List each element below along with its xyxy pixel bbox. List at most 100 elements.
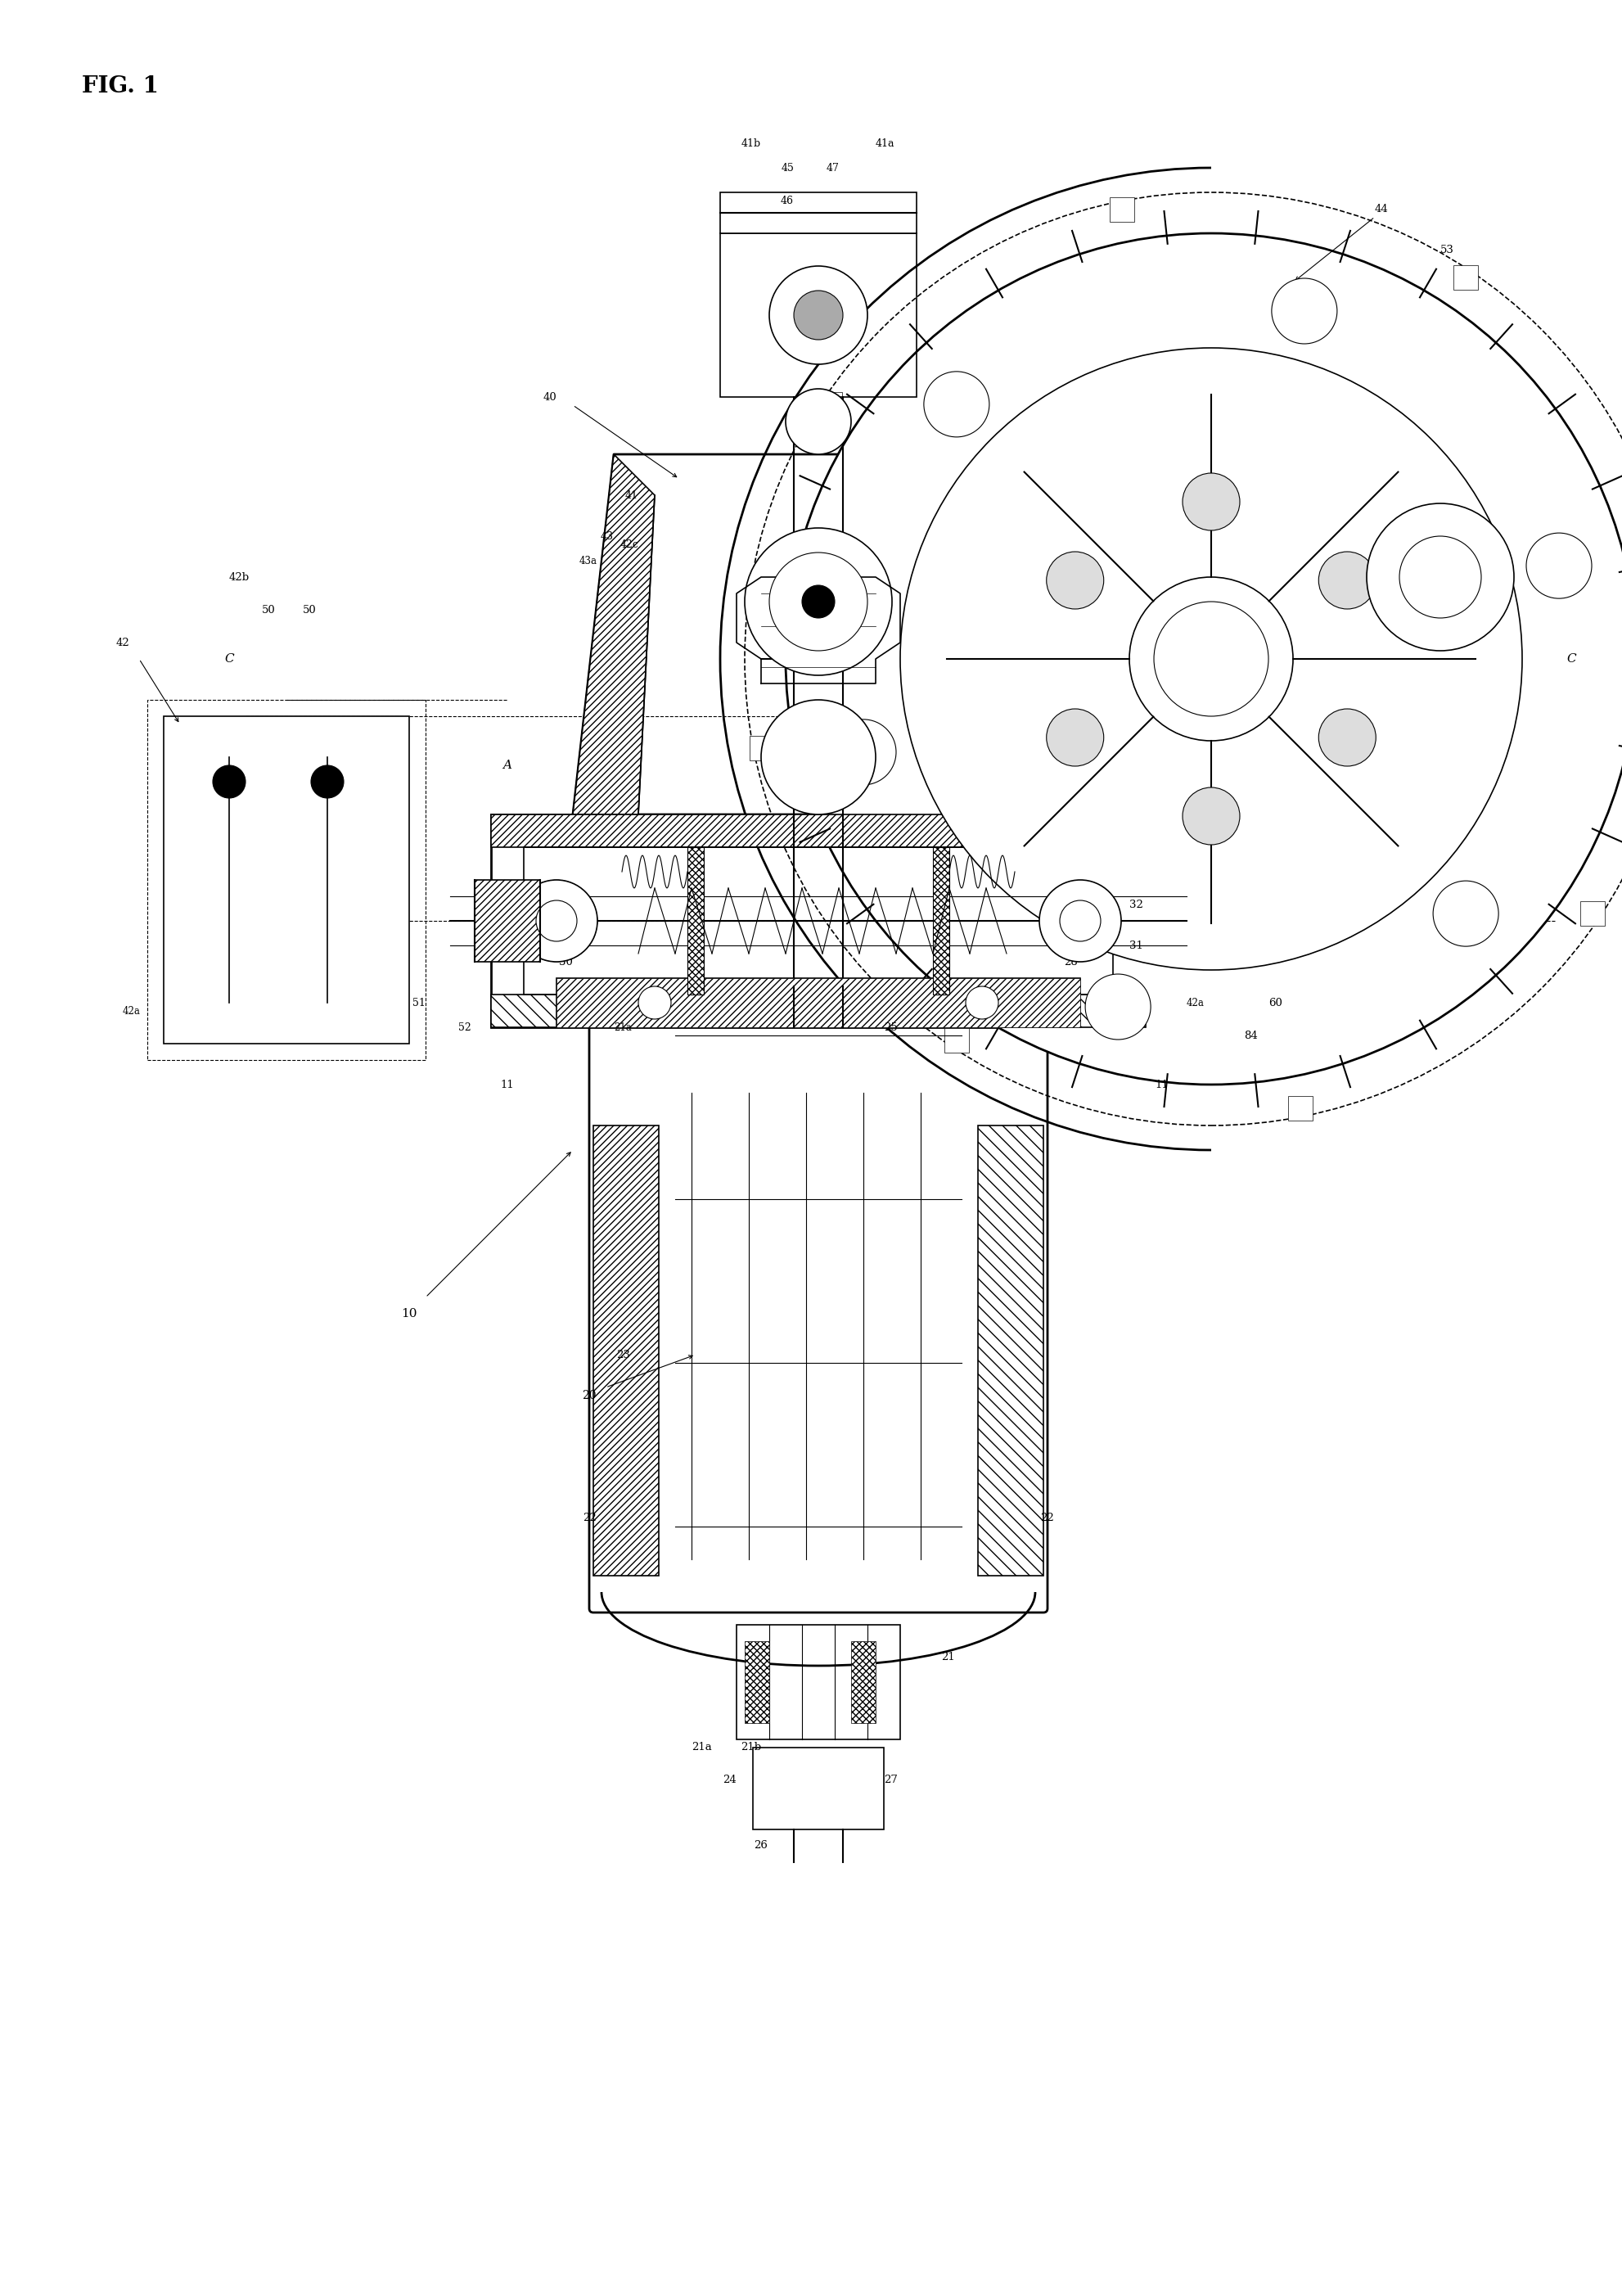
Text: 41b: 41b <box>741 138 761 149</box>
Bar <box>933 847 949 994</box>
Circle shape <box>212 765 245 799</box>
Text: 32: 32 <box>1129 900 1144 909</box>
Bar <box>524 847 1113 994</box>
Circle shape <box>311 765 344 799</box>
Bar <box>148 700 425 1061</box>
Bar <box>688 847 704 994</box>
Text: 28: 28 <box>1064 957 1077 967</box>
Text: 42: 42 <box>115 638 130 647</box>
Text: 30: 30 <box>560 957 573 967</box>
Circle shape <box>1272 278 1337 344</box>
Circle shape <box>1367 503 1513 650</box>
Circle shape <box>793 292 843 340</box>
Circle shape <box>769 553 868 650</box>
Wedge shape <box>1040 879 1121 962</box>
Text: 42c: 42c <box>620 540 639 549</box>
Circle shape <box>801 585 835 618</box>
Circle shape <box>535 900 577 941</box>
Text: 20: 20 <box>582 1389 597 1401</box>
Text: 11: 11 <box>1155 1079 1169 1091</box>
Text: 42b: 42b <box>229 572 250 583</box>
Circle shape <box>1085 974 1150 1040</box>
Circle shape <box>1040 879 1121 962</box>
Bar <box>744 1642 769 1722</box>
Circle shape <box>1059 900 1101 941</box>
Circle shape <box>1319 551 1375 608</box>
Text: 45: 45 <box>780 163 793 172</box>
Text: 46: 46 <box>780 195 793 207</box>
Text: 52: 52 <box>459 1022 470 1033</box>
Text: 29: 29 <box>1105 923 1119 934</box>
Text: 41: 41 <box>624 489 639 501</box>
Bar <box>475 879 540 962</box>
Circle shape <box>1182 473 1239 530</box>
Circle shape <box>639 987 672 1019</box>
Text: C: C <box>224 652 234 664</box>
Bar <box>817 393 842 416</box>
Circle shape <box>516 879 597 962</box>
Text: 42a: 42a <box>1187 996 1205 1008</box>
Text: 10: 10 <box>401 1309 417 1320</box>
Text: A: A <box>503 760 513 771</box>
Circle shape <box>925 372 989 436</box>
Circle shape <box>1153 602 1268 716</box>
Text: C: C <box>1567 652 1577 664</box>
Text: FIG. 1: FIG. 1 <box>81 76 159 96</box>
Text: 53: 53 <box>1440 243 1455 255</box>
Text: 50: 50 <box>303 604 316 615</box>
Bar <box>491 815 1145 1026</box>
Circle shape <box>1526 533 1591 599</box>
Bar <box>164 716 409 1045</box>
Bar <box>1288 1095 1312 1120</box>
Polygon shape <box>1064 455 1145 815</box>
Text: 60: 60 <box>1268 996 1283 1008</box>
Text: 51: 51 <box>412 996 425 1008</box>
Text: 44: 44 <box>1375 204 1388 214</box>
Text: 27: 27 <box>884 1775 897 1786</box>
Circle shape <box>830 719 895 785</box>
Text: 31: 31 <box>517 939 532 951</box>
Bar <box>720 234 916 397</box>
Text: 21b: 21b <box>741 1743 761 1752</box>
FancyBboxPatch shape <box>589 1024 1048 1612</box>
Text: 41a: 41a <box>876 138 895 149</box>
Circle shape <box>1129 576 1293 742</box>
Bar <box>852 1642 876 1722</box>
Text: 40: 40 <box>543 393 556 402</box>
Bar <box>978 1125 1043 1575</box>
Circle shape <box>785 388 852 455</box>
Bar <box>736 1626 900 1740</box>
Circle shape <box>1319 709 1375 767</box>
Circle shape <box>900 349 1521 969</box>
Circle shape <box>965 987 999 1019</box>
Circle shape <box>785 234 1622 1084</box>
Circle shape <box>769 266 868 365</box>
Bar <box>720 193 916 234</box>
Bar <box>491 815 1145 847</box>
Circle shape <box>1400 537 1481 618</box>
Bar <box>944 1029 968 1052</box>
Text: 43: 43 <box>600 530 613 542</box>
Text: 30: 30 <box>1105 980 1119 992</box>
Bar <box>491 994 1145 1026</box>
Text: 22: 22 <box>582 1513 595 1525</box>
Circle shape <box>761 700 876 815</box>
Text: 84: 84 <box>1244 1031 1257 1040</box>
Bar <box>594 1125 659 1575</box>
Circle shape <box>1046 709 1103 767</box>
Text: 42a: 42a <box>123 1006 141 1017</box>
Bar <box>556 978 1080 1026</box>
Text: 22: 22 <box>1041 1513 1054 1525</box>
Bar <box>556 978 1080 1026</box>
Text: 47: 47 <box>827 163 840 172</box>
Bar <box>1109 197 1134 223</box>
Polygon shape <box>573 455 655 815</box>
Bar <box>1453 266 1478 289</box>
Text: 23: 23 <box>616 1350 629 1359</box>
Circle shape <box>1182 788 1239 845</box>
Text: 26: 26 <box>754 1841 767 1851</box>
Text: 50: 50 <box>261 604 276 615</box>
Circle shape <box>1434 882 1499 946</box>
Text: 31: 31 <box>1129 939 1144 951</box>
Text: 43a: 43a <box>579 556 597 567</box>
